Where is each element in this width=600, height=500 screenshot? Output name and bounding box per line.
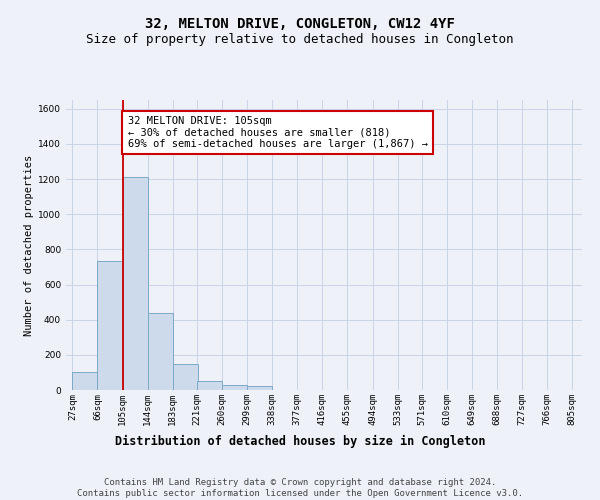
- Text: Size of property relative to detached houses in Congleton: Size of property relative to detached ho…: [86, 32, 514, 46]
- Y-axis label: Number of detached properties: Number of detached properties: [24, 154, 34, 336]
- Bar: [73, 372, 97, 390]
- Bar: [148, 312, 173, 390]
- Text: 32, MELTON DRIVE, CONGLETON, CW12 4YF: 32, MELTON DRIVE, CONGLETON, CW12 4YF: [145, 18, 455, 32]
- Bar: [247, 386, 272, 390]
- Bar: [173, 364, 198, 390]
- Bar: [197, 381, 222, 390]
- Bar: [222, 384, 247, 390]
- Bar: [97, 261, 122, 390]
- Text: Distribution of detached houses by size in Congleton: Distribution of detached houses by size …: [115, 435, 485, 448]
- Text: Contains HM Land Registry data © Crown copyright and database right 2024.
Contai: Contains HM Land Registry data © Crown c…: [77, 478, 523, 498]
- Bar: [122, 178, 148, 390]
- Text: 32 MELTON DRIVE: 105sqm
← 30% of detached houses are smaller (818)
69% of semi-d: 32 MELTON DRIVE: 105sqm ← 30% of detache…: [128, 116, 428, 149]
